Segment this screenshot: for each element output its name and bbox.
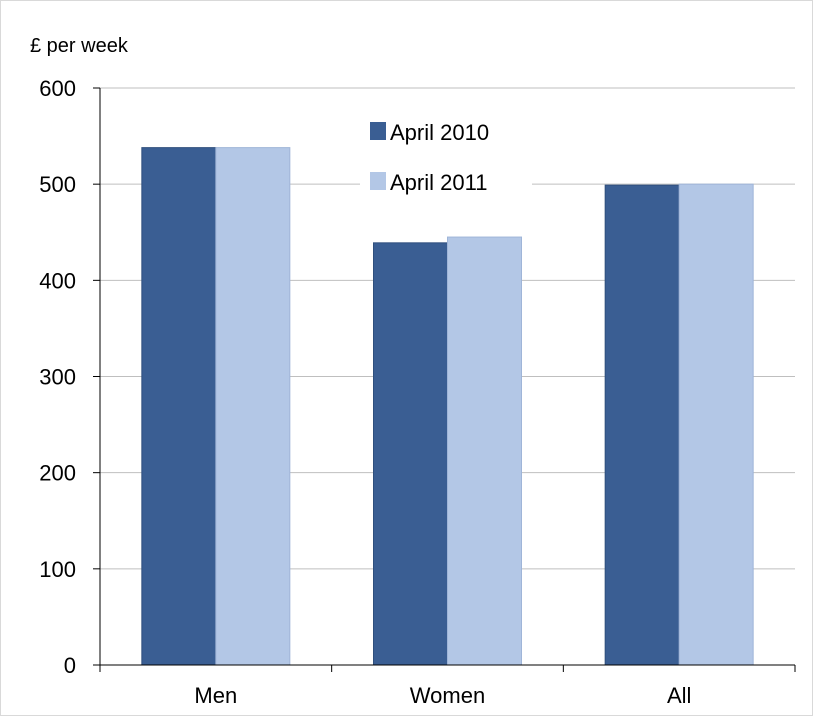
- bar-women-april-2011: [447, 236, 522, 666]
- y-tick-label: 300: [39, 365, 76, 390]
- bar-women-april-2010: [373, 242, 448, 666]
- bar-men-april-2011: [215, 147, 291, 666]
- y-tick-label: 0: [64, 653, 76, 678]
- y-tick-label: 500: [39, 172, 76, 197]
- axes: [93, 87, 796, 672]
- y-tick-label: 200: [39, 461, 76, 486]
- x-tick-label: Women: [410, 683, 485, 708]
- x-tick-label: All: [667, 683, 691, 708]
- y-tick-labels: 0 100 200 300 400 500 600: [39, 76, 76, 678]
- x-tick-label: Men: [194, 683, 237, 708]
- y-tick-label: 600: [39, 76, 76, 101]
- legend-label: April 2010: [390, 120, 489, 145]
- bars: [141, 147, 754, 666]
- legend-label: April 2011: [390, 170, 487, 195]
- legend: April 2010 April 2011: [360, 112, 532, 216]
- y-tick-label: 400: [39, 268, 76, 293]
- legend-swatch: [370, 122, 386, 140]
- legend-box: [360, 112, 532, 216]
- bar-men-april-2010: [141, 147, 217, 666]
- x-tick-labels: Men Women All: [194, 683, 691, 708]
- bar-all-april-2010: [604, 184, 680, 666]
- y-tick-label: 100: [39, 557, 76, 582]
- legend-swatch: [370, 172, 386, 190]
- bar-all-april-2011: [678, 183, 754, 666]
- unit-label: £ per week: [30, 35, 129, 57]
